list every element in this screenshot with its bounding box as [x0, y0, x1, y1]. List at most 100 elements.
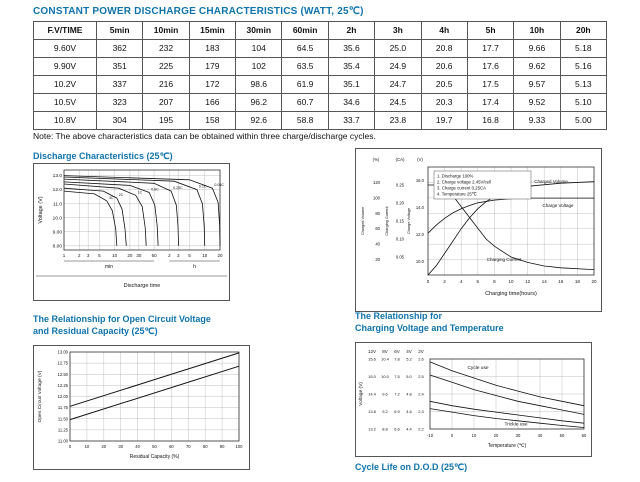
charge-characteristics-chart: Charged Volume (%) 120 100 80 60 40 20 Charging … [355, 148, 602, 312]
svg-text:2: 2 [78, 253, 81, 258]
open-circuit-voltage-chart: 13.00 12.75 12.50 12.25 12.00 11.75 11.50 11.25… [33, 345, 250, 470]
cell-value: 64.5 [281, 39, 329, 58]
svg-text:1: 1 [63, 253, 66, 258]
cell-value: 20.5 [420, 75, 468, 94]
svg-text:12.75: 12.75 [58, 361, 69, 366]
column-header: 60min [281, 21, 329, 40]
svg-text:20: 20 [101, 444, 106, 449]
svg-text:0.6C: 0.6C [151, 187, 159, 191]
svg-text:10.4: 10.4 [381, 357, 390, 362]
svg-text:70: 70 [186, 444, 191, 449]
table-row: 10.8V 304 195 158 92.6 58.8 33.7 23.8 19.7 16.8 9.… [33, 111, 608, 130]
cell-value: 104 [235, 39, 283, 58]
svg-text:0.1C: 0.1C [199, 185, 207, 189]
column-header: 2h [327, 21, 376, 40]
svg-text:3: 3 [87, 253, 90, 258]
svg-text:4V: 4V [406, 349, 412, 354]
column-header: 5min [95, 21, 144, 40]
svg-text:Voltage (V): Voltage (V) [358, 382, 364, 406]
svg-text:20: 20 [127, 253, 133, 258]
svg-text:15.6: 15.6 [368, 357, 377, 362]
cell-value: 24.7 [374, 75, 422, 94]
svg-text:6.9: 6.9 [394, 409, 400, 414]
svg-text:8.00: 8.00 [53, 243, 63, 249]
svg-text:0.05: 0.05 [396, 255, 405, 260]
row-label: 9.90V [33, 57, 97, 76]
svg-text:-10: -10 [427, 433, 434, 438]
cell-value: 35.1 [327, 75, 376, 94]
charge-chart-svg: Charged Volume(%)12010080604020Charging … [361, 157, 597, 297]
row-label: 10.8V [33, 111, 97, 130]
svg-text:2.2: 2.2 [418, 427, 424, 432]
svg-text:14.0: 14.0 [416, 205, 425, 210]
row-label: 10.5V [33, 93, 97, 112]
svg-text:9.00: 9.00 [53, 229, 63, 235]
cell-value: 183 [188, 39, 237, 58]
svg-text:11.00: 11.00 [58, 439, 69, 444]
row-label: 9.60V [33, 39, 97, 58]
svg-text:60: 60 [375, 226, 380, 231]
svg-text:0: 0 [427, 279, 430, 284]
temperature-chart-svg: 12V 8V 6V 4V 2V 15.6 10.4 7.8 5.2 2.6 15.0 10.0 7.5 5… [358, 349, 587, 449]
cell-value: 9.57 [513, 75, 561, 94]
cell-value: 17.6 [466, 57, 515, 76]
svg-text:14.4: 14.4 [368, 392, 377, 397]
discharge-characteristics-chart: 13.0 12.0 11.0 10.0 9.00 8.00 1 2 3 5 10 20 30 60 2 3 5 1… [33, 163, 230, 301]
column-header: 30min [235, 21, 283, 40]
ocv-chart-svg: 13.00 12.75 12.50 12.25 12.00 11.75 11.50 11.25… [37, 350, 243, 461]
svg-text:12.00: 12.00 [58, 394, 69, 399]
svg-text:Cycle use: Cycle use [467, 365, 488, 371]
svg-text:30: 30 [516, 433, 521, 438]
svg-text:5.2: 5.2 [406, 357, 412, 362]
section-title-charging-line2: Charging Voltage and Temperature [355, 323, 504, 333]
cell-value: 158 [188, 111, 237, 130]
cell-value: 92.6 [235, 111, 283, 130]
svg-text:Discharge time: Discharge time [124, 283, 161, 289]
svg-text:13.00: 13.00 [58, 350, 69, 355]
svg-text:(V): (V) [417, 157, 423, 162]
svg-text:10.0: 10.0 [416, 259, 425, 264]
svg-text:20: 20 [494, 433, 499, 438]
cell-value: 23.8 [374, 111, 422, 130]
svg-text:5.0: 5.0 [406, 374, 412, 379]
svg-text:10: 10 [472, 433, 477, 438]
page-title: CONSTANT POWER DISCHARGE CHARACTERISTICS… [33, 6, 364, 17]
cell-value: 35.4 [327, 57, 376, 76]
svg-text:12: 12 [525, 279, 531, 284]
svg-text:10: 10 [508, 279, 514, 284]
table-row: 10.2V 337 216 172 98.6 61.9 35.1 24.7 20.5 17.5 9.… [33, 75, 608, 94]
svg-text:11.0: 11.0 [53, 201, 62, 207]
svg-text:7.2: 7.2 [394, 392, 400, 397]
cell-value: 58.8 [281, 111, 329, 130]
svg-text:100: 100 [373, 195, 381, 200]
svg-text:20: 20 [375, 257, 380, 262]
cell-value: 33.7 [327, 111, 376, 130]
svg-text:10.0: 10.0 [381, 374, 390, 379]
cell-value: 166 [188, 93, 237, 112]
cell-value: 96.2 [235, 93, 283, 112]
svg-text:15.0: 15.0 [368, 374, 377, 379]
svg-text:Voltage (V): Voltage (V) [38, 196, 44, 223]
svg-text:4.6: 4.6 [406, 409, 412, 414]
svg-text:6.6: 6.6 [394, 427, 400, 432]
svg-text:14: 14 [542, 279, 548, 284]
cell-value: 216 [142, 75, 190, 94]
svg-text:Charge Voltage: Charge Voltage [407, 208, 411, 234]
svg-text:30: 30 [136, 253, 142, 258]
cell-value: 9.52 [513, 93, 561, 112]
svg-text:Open Circuit Voltage (V): Open Circuit Voltage (V) [37, 370, 43, 422]
cell-value: 16.8 [466, 111, 515, 130]
svg-text:2C: 2C [119, 193, 124, 197]
svg-text:h: h [193, 264, 196, 270]
svg-text:50: 50 [152, 444, 157, 449]
svg-text:10: 10 [202, 253, 208, 258]
svg-text:0.05C: 0.05C [214, 183, 224, 187]
charging-voltage-temperature-chart: 12V 8V 6V 4V 2V 15.6 10.4 7.8 5.2 2.6 15.0 10.0 7.5 5… [355, 342, 592, 457]
cell-value: 323 [95, 93, 144, 112]
section-title-ocv: The Relationship for Open Circuit Voltag… [33, 313, 211, 337]
cell-value: 98.6 [235, 75, 283, 94]
svg-text:Charging time(hours): Charging time(hours) [485, 291, 537, 297]
cell-value: 5.00 [559, 111, 608, 130]
svg-text:60: 60 [152, 253, 158, 258]
svg-text:6: 6 [477, 279, 480, 284]
